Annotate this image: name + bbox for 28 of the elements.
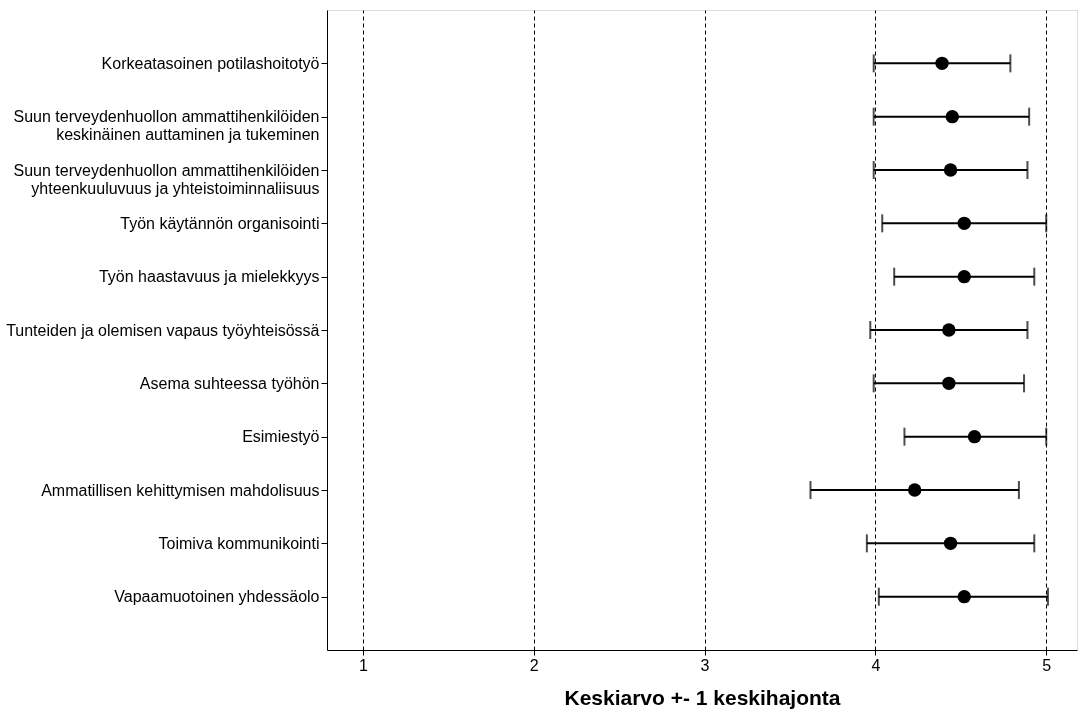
y-tick-label: Korkeatasoinen potilashoitotyö	[101, 54, 320, 72]
point	[943, 536, 958, 551]
y-tick-label: Toimiva kommunikointi	[158, 534, 320, 552]
x-tick-label: 4	[871, 656, 881, 674]
point	[957, 216, 971, 231]
y-tick-label: Suun terveydenhuollon ammattihenkilöiden yhteenkuuluvuus ja yhteistoiminnaliisuus	[13, 161, 320, 197]
y-tick-label: Esimiestyö	[242, 428, 320, 446]
point	[945, 109, 959, 124]
x-tick-label: 5	[1042, 656, 1052, 674]
x-axis-title: Keskiarvo +- 1 keskihajonta	[564, 685, 841, 709]
x-tick-label: 1	[358, 656, 368, 674]
point	[907, 483, 922, 497]
y-tick-label: Tunteiden ja olemisen vapaus työyhteisössä	[6, 321, 320, 339]
point	[942, 376, 956, 391]
point	[967, 429, 982, 444]
x-tick-label: 2	[529, 656, 539, 674]
point	[957, 589, 971, 604]
point	[942, 323, 956, 337]
point	[943, 163, 958, 177]
y-tick-label: Ammatillisen kehittymisen mahdolisuus	[41, 481, 320, 499]
point	[957, 269, 971, 284]
x-tick-label: 3	[700, 656, 710, 674]
y-tick-label: Työn haastavuus ja mielekkyys	[98, 268, 320, 286]
point	[935, 56, 949, 71]
y-tick-label: Suun terveydenhuollon ammattihenkilöiden keskinäinen auttaminen ja tukeminen	[13, 108, 320, 144]
y-tick-label: Työn käytännön organisointi	[120, 214, 320, 232]
y-tick-label: Vapaamuotoinen yhdessäolo	[114, 588, 320, 606]
y-tick-label: Asema suhteessa työhön	[139, 374, 320, 392]
